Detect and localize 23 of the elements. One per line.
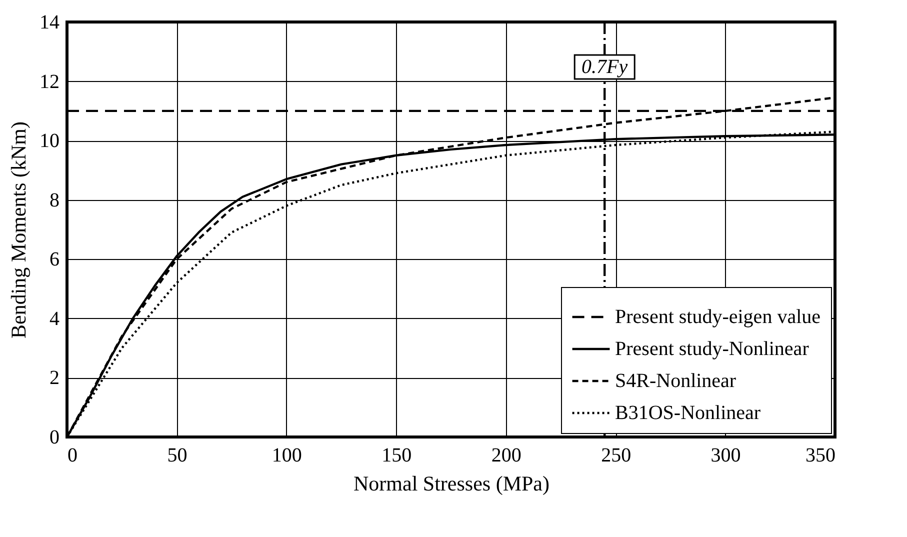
- x-tick-label: 100: [272, 444, 302, 466]
- y-tick-label: 8: [50, 189, 60, 212]
- x-tick-label: 200: [491, 444, 522, 466]
- x-tick-label: 300: [710, 444, 741, 466]
- y-tick-label: 14: [40, 12, 60, 34]
- legend-label: Present study-Nonlinear: [615, 338, 810, 360]
- x-tick-label: 50: [167, 444, 188, 466]
- y-tick-label: 6: [50, 248, 60, 271]
- legend-label: B31OS-Nonlinear: [615, 402, 761, 424]
- legend-label: S4R-Nonlinear: [615, 370, 736, 392]
- y-tick-label: 2: [50, 367, 60, 390]
- y-tick-label: 12: [40, 70, 60, 93]
- ref-line-label: 0.7Fy: [582, 56, 628, 78]
- y-tick-label: 10: [40, 130, 60, 152]
- x-tick-label: 0: [68, 444, 78, 466]
- legend-label: Present study-eigen value: [615, 306, 821, 328]
- y-tick-label: 0: [50, 426, 60, 448]
- y-tick-label: 4: [50, 308, 60, 330]
- x-tick-label: 250: [601, 444, 632, 466]
- x-tick-label: 150: [382, 444, 412, 466]
- y-axis-title: Bending Moments (kNm): [6, 122, 30, 338]
- x-axis-title: Normal Stresses (MPa): [354, 472, 550, 496]
- x-tick-label: 350: [806, 444, 836, 466]
